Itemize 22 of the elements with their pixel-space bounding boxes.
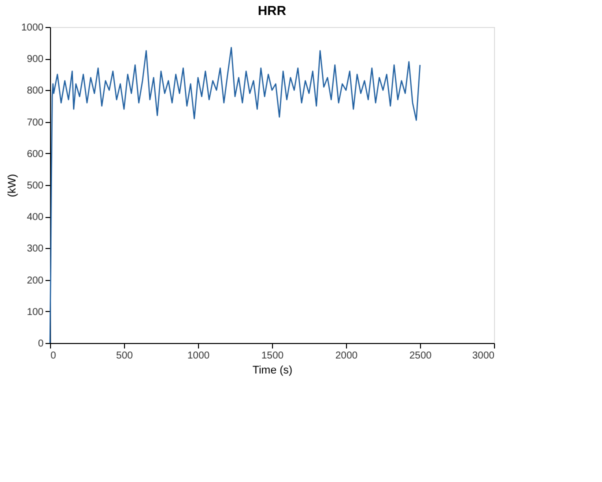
chart-title: HRR (258, 3, 287, 18)
y-tick-label: 200 (26, 275, 44, 286)
y-tick-label: 0 (38, 338, 44, 350)
y-tick-label: 600 (26, 148, 44, 160)
y-tick-label: 500 (26, 180, 44, 192)
x-tick-label: 1500 (261, 350, 284, 362)
line-series (49, 46, 421, 344)
x-tick-label: 2500 (409, 350, 432, 362)
y-tick-label: 800 (26, 86, 44, 97)
x-tick-label: 0 (50, 350, 56, 362)
y-tick-label: 1000 (21, 22, 44, 34)
y-tick-label: 900 (26, 54, 44, 66)
y-tick-label: 400 (26, 212, 44, 224)
y-tick-label: 100 (26, 306, 44, 318)
y-tick-label: 300 (26, 244, 44, 255)
y-tick-label: 700 (26, 117, 44, 128)
y-axis-title: (kW) (6, 174, 18, 198)
x-tick-label: 3000 (472, 350, 495, 362)
x-tick-label: 1000 (187, 350, 210, 362)
x-tick-label: 2000 (335, 350, 358, 362)
x-axis-title: Time (s) (252, 364, 292, 376)
x-tick-label: 500 (116, 350, 134, 362)
